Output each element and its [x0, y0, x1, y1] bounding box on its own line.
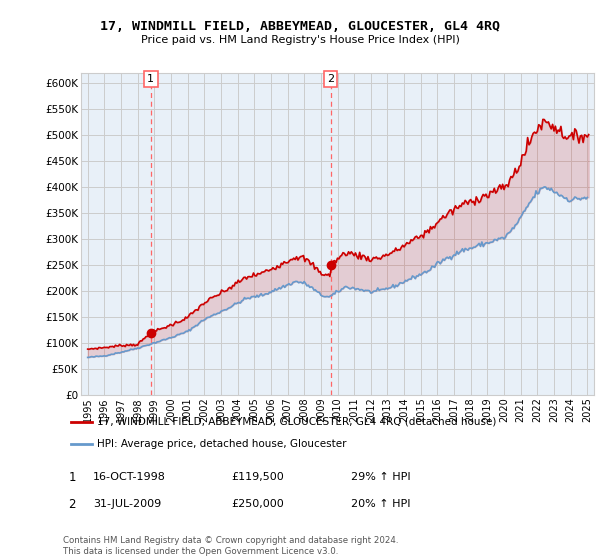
Text: Contains HM Land Registry data © Crown copyright and database right 2024.
This d: Contains HM Land Registry data © Crown c… [63, 536, 398, 556]
Text: 1: 1 [147, 74, 154, 84]
Text: 16-OCT-1998: 16-OCT-1998 [93, 472, 166, 482]
Text: 17, WINDMILL FIELD, ABBEYMEAD, GLOUCESTER, GL4 4RQ (detached house): 17, WINDMILL FIELD, ABBEYMEAD, GLOUCESTE… [97, 417, 497, 427]
Text: 29% ↑ HPI: 29% ↑ HPI [351, 472, 410, 482]
Text: Price paid vs. HM Land Registry's House Price Index (HPI): Price paid vs. HM Land Registry's House … [140, 35, 460, 45]
Text: 17, WINDMILL FIELD, ABBEYMEAD, GLOUCESTER, GL4 4RQ: 17, WINDMILL FIELD, ABBEYMEAD, GLOUCESTE… [100, 20, 500, 32]
Text: HPI: Average price, detached house, Gloucester: HPI: Average price, detached house, Glou… [97, 438, 347, 449]
Text: 20% ↑ HPI: 20% ↑ HPI [351, 499, 410, 509]
Text: 2: 2 [68, 498, 76, 511]
Text: 2: 2 [327, 74, 334, 84]
Text: £119,500: £119,500 [231, 472, 284, 482]
Text: £250,000: £250,000 [231, 499, 284, 509]
Text: 31-JUL-2009: 31-JUL-2009 [93, 499, 161, 509]
Text: 1: 1 [68, 471, 76, 484]
